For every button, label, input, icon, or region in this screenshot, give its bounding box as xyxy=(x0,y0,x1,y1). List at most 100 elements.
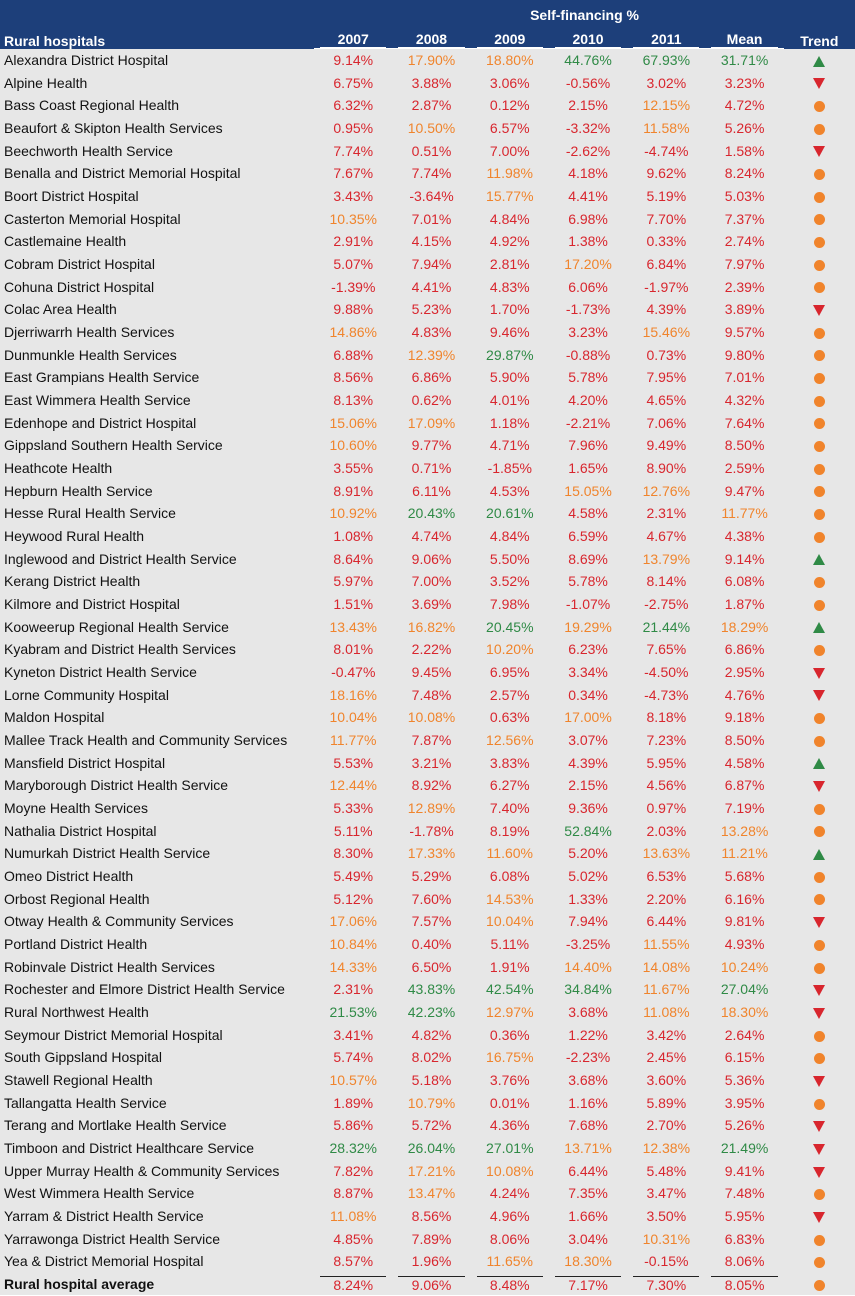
value-cell-2007: 3.55% xyxy=(314,456,393,480)
trend-neutral-icon xyxy=(813,237,825,248)
trend-cell xyxy=(783,774,855,797)
table-row: Heathcote Health 3.55% 0.71% -1.85% 1.65% 8.9… xyxy=(0,456,855,480)
trend-cell xyxy=(783,433,855,457)
trend-cell xyxy=(783,955,855,979)
hospital-name: Yarram & District Health Service xyxy=(0,1204,315,1228)
trend-cell xyxy=(783,592,855,616)
trend-cell xyxy=(783,1227,855,1251)
hospital-name: Kyneton District Health Service xyxy=(0,660,315,684)
value-cell-2009: 8.06% xyxy=(470,1227,549,1251)
trend-cell xyxy=(783,1182,855,1205)
value-cell-2008: 10.79% xyxy=(392,1091,471,1115)
value-cell-2008: 5.23% xyxy=(392,297,471,321)
table-row: Kyneton District Health Service -0.47% 9.4… xyxy=(0,660,855,684)
trend-cell xyxy=(783,569,855,593)
value-cell-2010: 3.68% xyxy=(548,1000,628,1024)
trend-neutral-icon xyxy=(813,1053,825,1065)
hospital-name: Rural Northwest Health xyxy=(0,1000,315,1024)
value-cell-2010: 14.40% xyxy=(548,955,628,979)
trend-neutral-icon xyxy=(813,735,825,747)
value-cell-2007: 10.92% xyxy=(314,501,393,525)
value-cell-2009: 4.24% xyxy=(470,1182,549,1205)
value-cell-2008: 8.02% xyxy=(392,1046,471,1069)
mean-cell: 21.49% xyxy=(705,1136,784,1160)
value-cell-2008: 6.50% xyxy=(392,955,471,979)
value-cell-2007: 7.82% xyxy=(314,1159,393,1183)
hospital-name: South Gippsland Hospital xyxy=(0,1046,315,1069)
value-cell-2009: 7.00% xyxy=(470,139,549,162)
table-row: Heywood Rural Health 1.08% 4.74% 4.84% 6.59%… xyxy=(0,524,855,548)
value-cell-2008: 7.48% xyxy=(392,683,471,706)
hospital-name: Rural hospital average xyxy=(0,1272,315,1296)
value-cell-2010: 3.68% xyxy=(548,1068,628,1092)
value-cell-2009: 27.01% xyxy=(470,1136,549,1160)
trend-neutral-icon xyxy=(813,259,825,271)
value-cell-2008: 7.60% xyxy=(392,887,471,911)
hospital-name: Inglewood and District Health Service xyxy=(0,547,315,570)
value-cell-2011: 14.08% xyxy=(627,955,706,979)
value-cell-2007: 5.86% xyxy=(314,1114,393,1137)
value-cell-2007: 8.56% xyxy=(314,365,393,389)
value-cell-2010: 1.65% xyxy=(548,456,628,480)
table-row: Nathalia District Hospital 5.11% -1.78% 8.1… xyxy=(0,819,855,843)
value-cell-2008: 0.71% xyxy=(392,456,471,480)
value-cell-2008: 17.09% xyxy=(392,411,471,434)
value-cell-2010: 6.23% xyxy=(548,637,628,661)
value-cell-2009: 42.54% xyxy=(470,978,549,1001)
trend-neutral-icon xyxy=(813,1257,825,1269)
hospital-name: Seymour District Memorial Hospital xyxy=(0,1023,315,1047)
table-row: Rural Northwest Health 21.53% 42.23% 12.97%… xyxy=(0,1000,855,1024)
value-cell-2011: 0.73% xyxy=(627,343,706,366)
trend-down-icon xyxy=(813,1166,826,1178)
value-text: 7.30% xyxy=(633,1275,700,1293)
column-header-2008: 2008 xyxy=(392,29,471,49)
value-cell-2007: 2.31% xyxy=(314,978,393,1001)
mean-cell: 9.18% xyxy=(705,705,784,729)
value-cell-2008: 2.87% xyxy=(392,93,471,117)
value-cell-2009: 5.11% xyxy=(470,932,549,956)
mean-cell: 8.06% xyxy=(705,1250,784,1273)
value-cell-2010: 0.34% xyxy=(548,683,628,706)
value-cell-2007: 17.06% xyxy=(314,910,393,933)
value-cell-2009: 0.36% xyxy=(470,1023,549,1047)
hospital-name: Robinvale District Health Services xyxy=(0,955,315,979)
hospital-name: Hepburn Health Service xyxy=(0,479,315,502)
trend-neutral-icon xyxy=(813,1234,825,1246)
value-cell-2011: 67.93% xyxy=(627,48,706,72)
table-header: Self-financing % Rural hospitals 2007 20… xyxy=(0,0,855,49)
value-cell-2010: 5.78% xyxy=(548,365,628,389)
value-cell-2010: 1.33% xyxy=(548,887,628,911)
value-cell-2008: 7.00% xyxy=(392,569,471,593)
value-cell-2010: 6.98% xyxy=(548,207,628,230)
value-cell-2009: 6.27% xyxy=(470,774,549,797)
value-cell-2009: 3.52% xyxy=(470,569,549,593)
hospital-name: Lorne Community Hospital xyxy=(0,683,315,706)
trend-cell xyxy=(783,705,855,729)
mean-cell: 3.89% xyxy=(705,297,784,321)
trend-up-icon xyxy=(813,55,826,67)
hospital-name: Timboon and District Healthcare Service xyxy=(0,1136,315,1160)
value-cell-2010: -2.23% xyxy=(548,1046,628,1069)
value-cell-2008: 5.72% xyxy=(392,1114,471,1137)
trend-cell xyxy=(783,660,855,684)
value-cell-2007: 18.16% xyxy=(314,683,393,706)
column-header-2010: 2010 xyxy=(548,29,628,49)
trend-neutral-icon xyxy=(813,123,825,135)
hospital-name: Nathalia District Hospital xyxy=(0,819,315,843)
trend-neutral-icon xyxy=(813,214,825,226)
value-cell-2007: 15.06% xyxy=(314,411,393,434)
table-row: Dunmunkle Health Services 6.88% 12.39% 29.8… xyxy=(0,343,855,366)
mean-cell: 9.81% xyxy=(705,910,784,933)
value-cell-2007: 5.07% xyxy=(314,252,393,276)
table-row: Yarrawonga District Health Service 4.85% 7… xyxy=(0,1227,855,1251)
value-cell-2007: 7.67% xyxy=(314,161,393,185)
header-spacer xyxy=(0,0,315,29)
value-cell-2010: 1.22% xyxy=(548,1023,628,1047)
value-cell-2009: 1.91% xyxy=(470,955,549,979)
hospital-name: Moyne Health Services xyxy=(0,796,315,820)
table-row: Robinvale District Health Services 14.33%… xyxy=(0,955,855,979)
mean-cell: 2.64% xyxy=(705,1023,784,1047)
value-cell-2008: 42.23% xyxy=(392,1000,471,1024)
trend-neutral-icon xyxy=(813,282,825,294)
mean-cell: 7.37% xyxy=(705,207,784,230)
